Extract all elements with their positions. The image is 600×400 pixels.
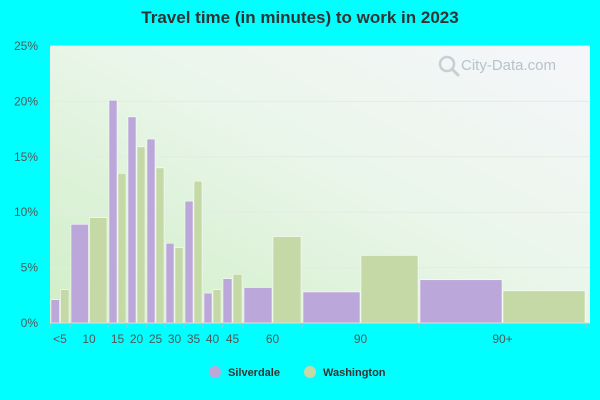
- bar-washington-45: [232, 273, 243, 324]
- bar-washington-10: [89, 217, 108, 324]
- x-tick-label: 60: [266, 332, 280, 346]
- y-tick-label: 0%: [21, 316, 39, 330]
- y-tick-label: 10%: [14, 205, 38, 219]
- bar-washington-60: [272, 236, 302, 324]
- watermark: City-Data.com: [438, 55, 556, 77]
- chart-title: Travel time (in minutes) to work in 2023: [141, 8, 459, 27]
- bar-washington-90: [360, 255, 419, 324]
- bar-silverdale-25: [146, 138, 156, 324]
- bar-washington-40: [212, 289, 222, 324]
- x-tick-label: <5: [53, 332, 67, 346]
- bar-silverdale-60: [243, 287, 273, 324]
- y-tick-label: 25%: [14, 39, 38, 53]
- axes: 0% 5% 10% 15% 20% 25% <5 10 15 20 25 30 35 40 45 60 90 90…: [14, 39, 590, 346]
- bar-silverdale-10: [70, 224, 89, 324]
- bar-washington-25: [155, 167, 165, 324]
- x-tick-label: 40: [206, 332, 220, 346]
- watermark-text: City-Data.com: [461, 57, 556, 74]
- bar-silverdale-90: [302, 291, 361, 324]
- bar-silverdale-15: [108, 100, 118, 324]
- bar-silverdale-45: [222, 278, 233, 324]
- y-tick-label: 20%: [14, 94, 38, 108]
- bar-silverdale-35: [184, 200, 194, 324]
- x-tick-label: 20: [130, 332, 144, 346]
- legend-label-washington: Washington: [323, 367, 386, 379]
- bar-silverdale-30: [165, 242, 175, 324]
- legend-swatch-washington: [304, 366, 316, 378]
- legend-label-silverdale: Silverdale: [228, 367, 280, 379]
- x-tick-label: 25: [149, 332, 163, 346]
- bar-washington-35: [193, 180, 203, 324]
- magnifier-icon: [438, 55, 460, 77]
- x-tick-label: 90: [354, 332, 368, 346]
- bar-silverdale-x5: [50, 299, 60, 324]
- x-tick-label: 30: [168, 332, 182, 346]
- bar-washington-30: [174, 247, 184, 324]
- y-tick-label: 15%: [14, 150, 38, 164]
- x-tick-label: 45: [226, 332, 240, 346]
- x-tick-label: 15: [111, 332, 125, 346]
- bar-washington-15: [117, 173, 127, 324]
- bar-silverdale-40: [203, 292, 213, 324]
- bar-washington-90x: [502, 290, 586, 324]
- bar-silverdale-90x: [419, 279, 503, 324]
- bar-washington-20: [136, 146, 146, 324]
- legend-swatch-silverdale: [209, 366, 221, 378]
- x-tick-label: 35: [187, 332, 201, 346]
- y-tick-label: 5%: [21, 261, 39, 275]
- bar-silverdale-20: [127, 116, 137, 324]
- legend: Silverdale Washington: [209, 366, 386, 379]
- bars: [50, 100, 586, 324]
- bar-washington-x5: [60, 289, 70, 324]
- x-tick-label: 10: [82, 332, 96, 346]
- x-tick-label: 90+: [492, 332, 512, 346]
